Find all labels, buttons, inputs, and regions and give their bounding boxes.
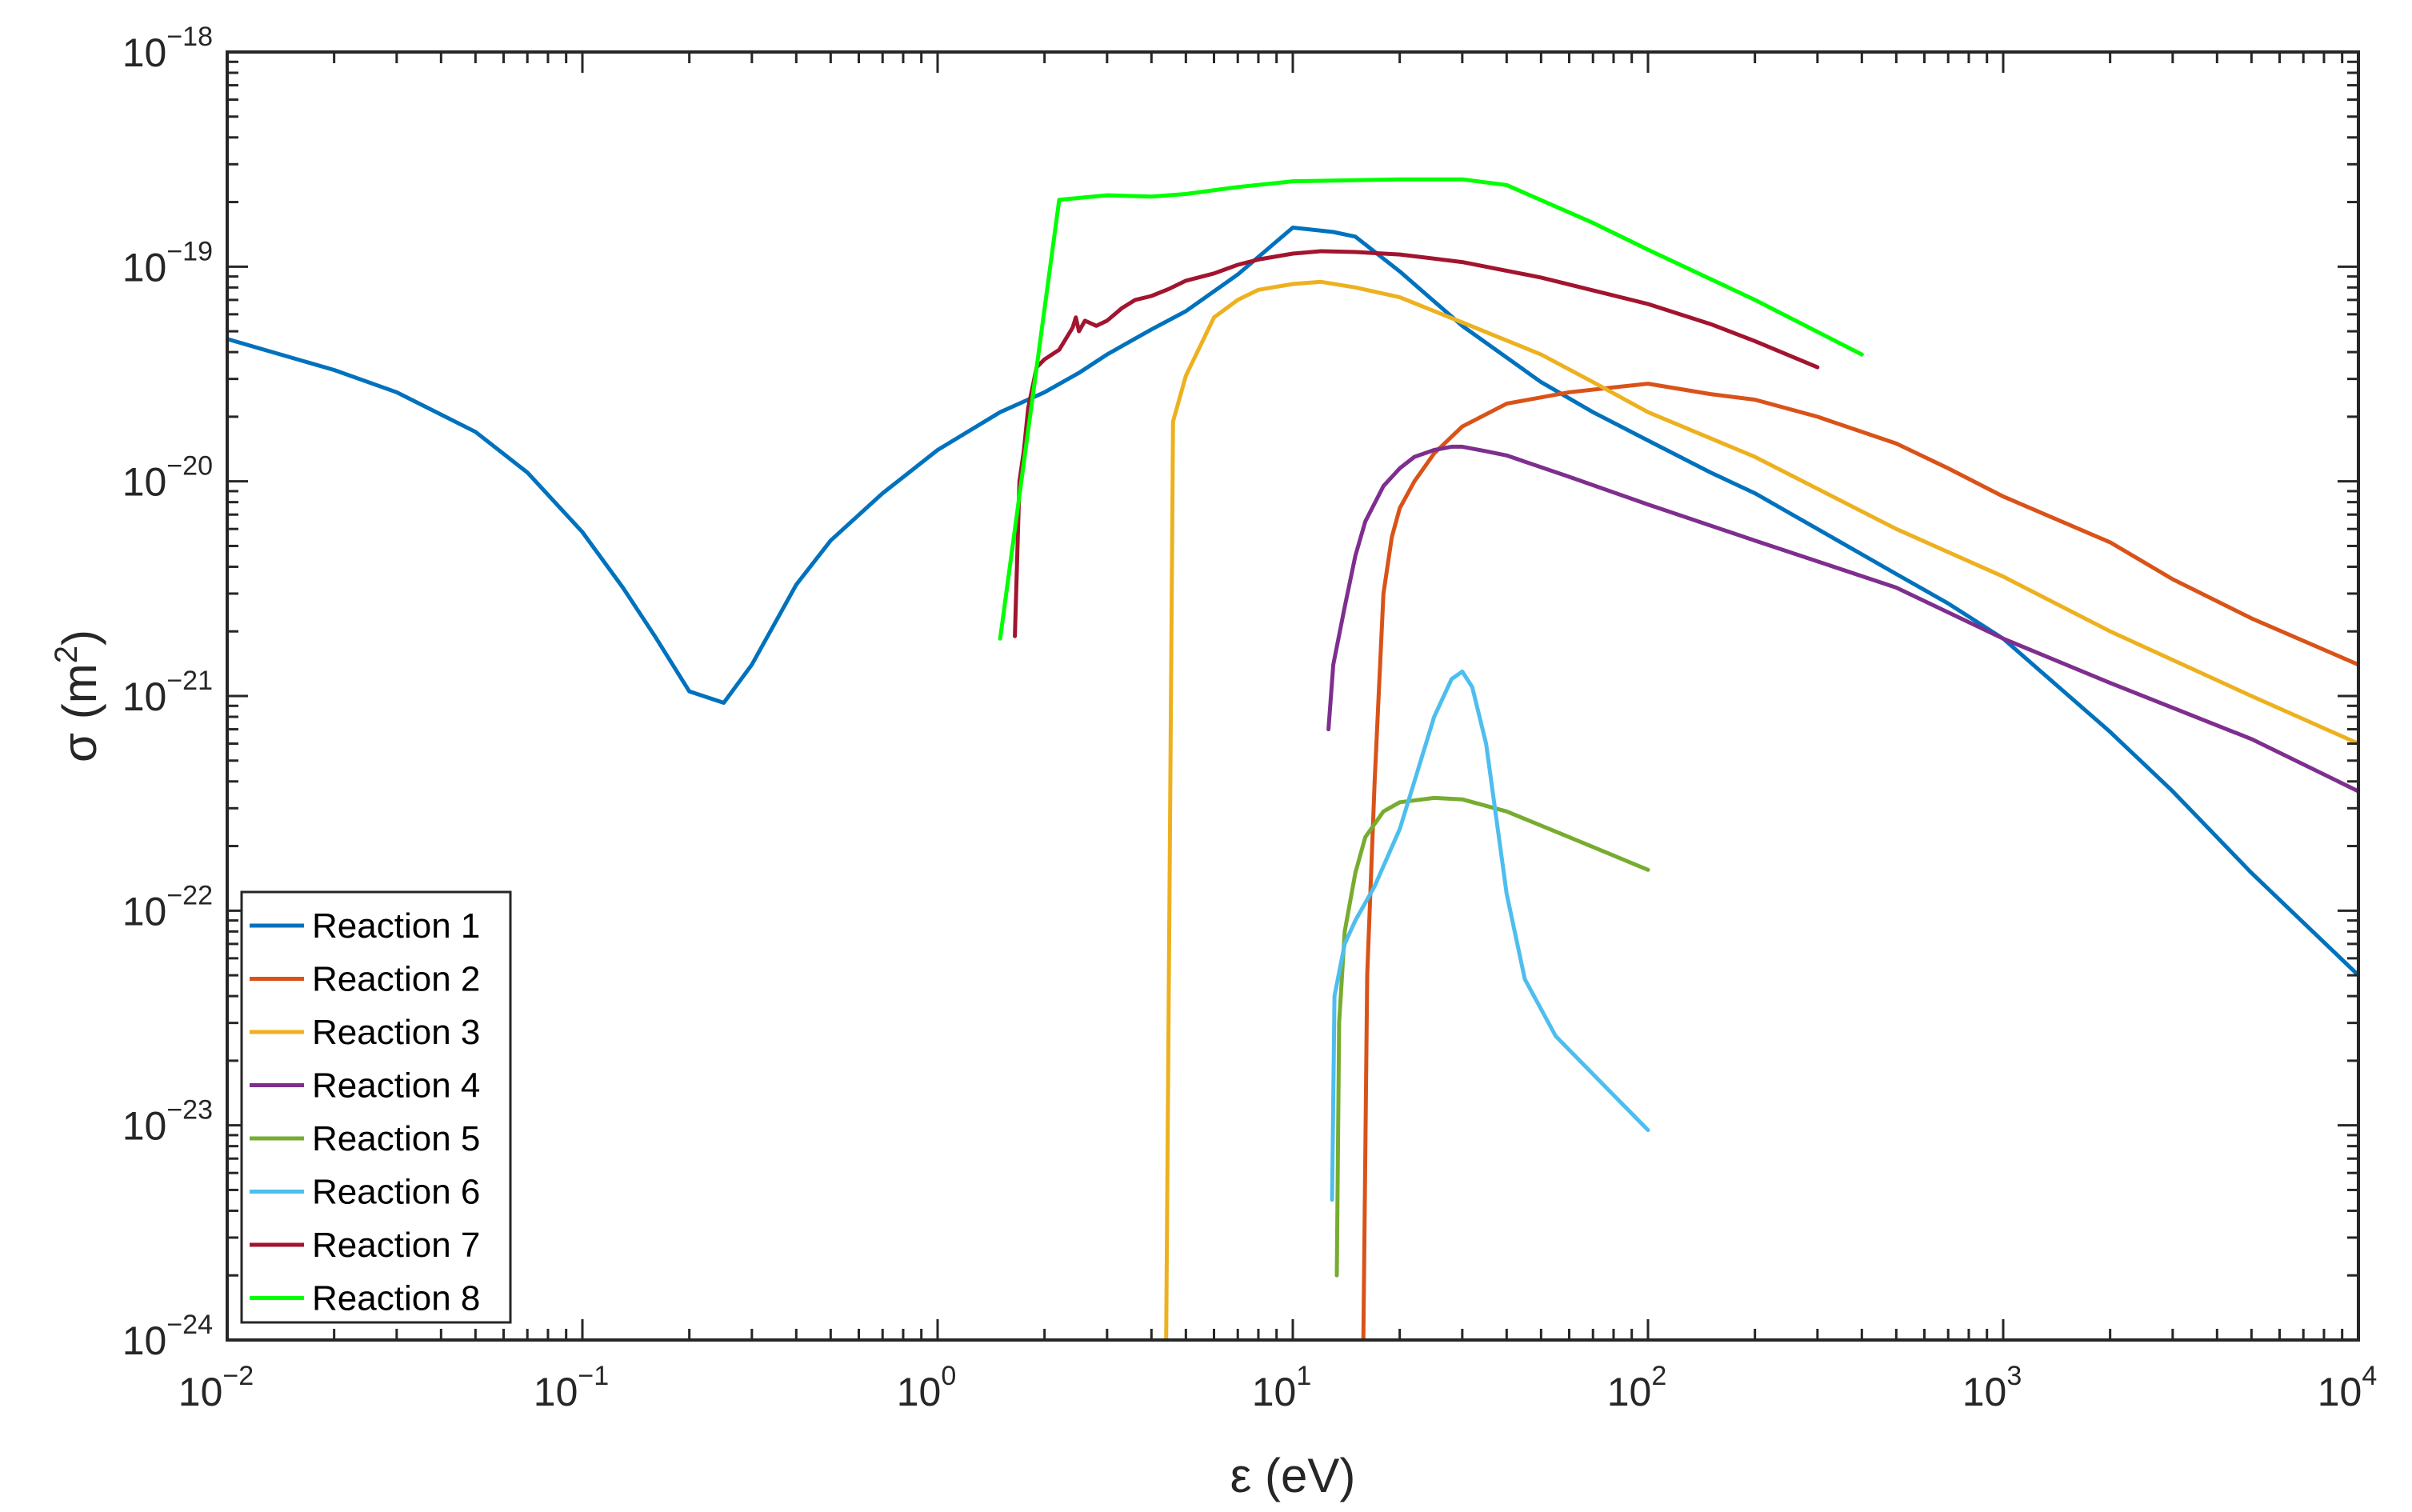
y-tick-label-exp: −23 — [166, 1095, 213, 1126]
series-line-reaction-1 — [227, 226, 2358, 978]
series-line-reaction-8 — [998, 177, 1864, 641]
x-tick-label-exp: 1 — [1296, 1361, 1311, 1391]
legend-label-reaction-5: Reaction 5 — [312, 1119, 480, 1158]
x-tick-label: 104 — [2318, 1361, 2378, 1414]
legend-label-reaction-1: Reaction 1 — [312, 906, 480, 946]
y-tick-label-exp: −18 — [166, 22, 213, 52]
y-tick-label-base: 10 — [122, 1318, 167, 1363]
legend-label-reaction-4: Reaction 4 — [312, 1066, 480, 1106]
x-tick-labels: 10−2 10−1 100 101 102 103 104 — [178, 1361, 2377, 1414]
y-tick-label-exp: −21 — [166, 666, 213, 696]
y-axis-title-prefix: σ (m — [53, 663, 106, 762]
x-tick-label-base: 10 — [897, 1370, 942, 1414]
series-layer — [227, 177, 2358, 1340]
y-tick-label: 10−20 — [122, 451, 213, 505]
y-tick-label: 10−21 — [122, 666, 213, 719]
legend-label-reaction-7: Reaction 7 — [312, 1226, 480, 1265]
legend: Reaction 1 Reaction 2 Reaction 3 Reaction 4… — [240, 890, 512, 1324]
y-tick-label-base: 10 — [122, 674, 167, 719]
y-tick-label-base: 10 — [122, 245, 167, 290]
y-tick-label: 10−22 — [122, 880, 213, 934]
y-tick-label: 10−18 — [122, 22, 213, 75]
legend-label-reaction-8: Reaction 8 — [312, 1279, 480, 1318]
x-tick-label-exp: 4 — [2362, 1361, 2377, 1391]
series-line-reaction-2 — [1361, 382, 2358, 1340]
y-tick-label-base: 10 — [122, 1104, 167, 1149]
y-tick-label-exp: −20 — [166, 451, 213, 482]
y-tick-label-exp: −24 — [166, 1310, 213, 1340]
x-tick-label: 102 — [1607, 1361, 1667, 1414]
y-tick-label-exp: −19 — [166, 236, 213, 266]
x-tick-label-base: 10 — [534, 1370, 578, 1414]
y-tick-label-base: 10 — [122, 460, 167, 505]
x-tick-label-exp: −1 — [578, 1361, 609, 1391]
x-tick-label-base: 10 — [1252, 1370, 1297, 1414]
y-tick-label: 10−24 — [122, 1310, 213, 1363]
y-tick-label-base: 10 — [122, 30, 167, 75]
y-tick-label-exp: −22 — [166, 880, 213, 910]
y-tick-label: 10−19 — [122, 236, 213, 290]
x-tick-label-base: 10 — [2318, 1370, 2362, 1414]
x-tick-label-exp: −2 — [222, 1361, 254, 1391]
series-line-reaction-4 — [1326, 444, 2358, 794]
x-tick-label-exp: 2 — [1651, 1361, 1666, 1391]
x-tick-label-exp: 0 — [941, 1361, 956, 1391]
y-axis-title-exp: 2 — [49, 646, 84, 663]
x-tick-label-base: 10 — [178, 1370, 223, 1414]
series-line-reaction-3 — [1164, 279, 2358, 1340]
x-tick-label: 10−2 — [178, 1361, 254, 1414]
y-tick-label: 10−23 — [122, 1095, 213, 1149]
tick-marks — [226, 50, 2360, 1342]
legend-label-reaction-3: Reaction 3 — [312, 1013, 480, 1052]
x-tick-label: 100 — [897, 1361, 957, 1414]
series-line-reaction-6 — [1330, 669, 1650, 1202]
legend-box — [240, 890, 512, 1324]
y-axis-title-suffix: ) — [53, 630, 106, 646]
series-line-reaction-7 — [1013, 249, 1820, 638]
x-tick-label-exp: 3 — [2006, 1361, 2022, 1391]
legend-label-reaction-2: Reaction 2 — [312, 960, 480, 999]
x-tick-label-base: 10 — [1962, 1370, 2007, 1414]
x-axis-title: ε (eV) — [1230, 1449, 1356, 1502]
x-tick-label-base: 10 — [1607, 1370, 1652, 1414]
x-tick-label: 10−1 — [534, 1361, 609, 1414]
legend-label-reaction-6: Reaction 6 — [312, 1173, 480, 1212]
y-tick-label-base: 10 — [122, 889, 167, 934]
y-axis-title: σ (m2) — [49, 630, 106, 762]
x-tick-label: 103 — [1962, 1361, 2022, 1414]
x-tick-label: 101 — [1252, 1361, 1312, 1414]
